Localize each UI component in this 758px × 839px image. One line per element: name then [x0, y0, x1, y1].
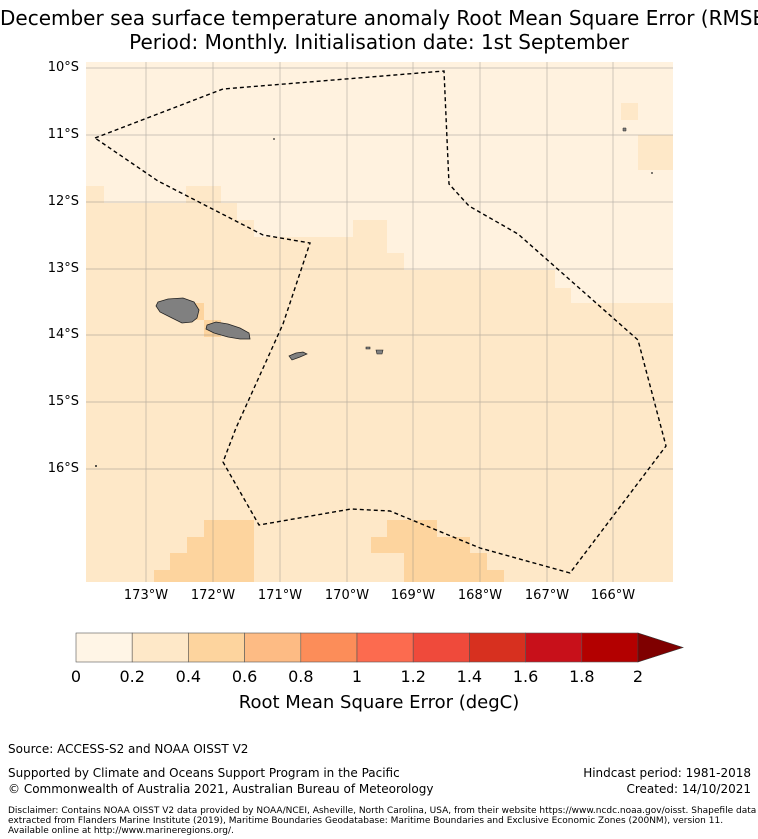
lon-label: 168°W — [457, 588, 503, 603]
colorbar-tick-label: 1 — [351, 667, 363, 686]
island-tau — [375, 349, 384, 355]
colorbar-segment — [469, 632, 526, 663]
colorbar-tick-label: 0.4 — [175, 667, 202, 686]
colorbar-segment — [244, 632, 302, 663]
colorbar-tick-label: 0.8 — [288, 667, 314, 686]
island-dot — [651, 172, 653, 174]
colorbar-tick-label: 1.4 — [456, 667, 483, 686]
created-date: Created: 14/10/2021 — [626, 782, 751, 796]
rmse-field-patch — [621, 103, 638, 120]
eez-boundary — [93, 70, 667, 574]
island-tutuila — [288, 351, 308, 361]
hindcast-period: Hindcast period: 1981-2018 — [583, 766, 751, 780]
lon-label: 173°W — [123, 588, 169, 603]
island-swains — [622, 127, 627, 132]
lat-label: 14°S — [47, 327, 79, 342]
lon-label: 172°W — [190, 588, 236, 603]
colorbar — [75, 632, 684, 663]
map-subtitle: Period: Monthly. Initialisation date: 1s… — [129, 30, 629, 54]
lon-label: 166°W — [590, 588, 636, 603]
colorbar-tick-label: 0 — [70, 667, 82, 686]
colorbar-segment — [131, 632, 189, 663]
lat-label: 13°S — [47, 261, 79, 276]
rmse-field-lightest — [571, 288, 673, 303]
lat-label: 10°S — [47, 60, 79, 75]
colorbar-tick-label: 1.8 — [569, 667, 595, 686]
colorbar-tick-label: 1.6 — [512, 667, 539, 686]
lat-label: 12°S — [47, 194, 79, 209]
island-ofu — [365, 346, 371, 350]
colorbar-tick-label: 0.6 — [231, 667, 258, 686]
island-upolu — [205, 321, 251, 340]
copyright-text: © Commonwealth of Australia 2021, Austra… — [8, 782, 434, 796]
colorbar-tick-label: 1.2 — [400, 667, 426, 686]
map-title: December sea surface temperature anomaly… — [0, 6, 758, 30]
graticule — [86, 62, 673, 582]
disclaimer-text: Disclaimer: Contains NOAA OISST V2 data … — [8, 806, 757, 836]
rmse-field-lightest — [86, 62, 673, 320]
source-text: Source: ACCESS-S2 and NOAA OISST V2 — [8, 742, 249, 756]
colorbar-extend-arrow — [637, 632, 684, 663]
colorbar-segment — [525, 632, 583, 663]
lon-label: 170°W — [324, 588, 370, 603]
rmse-field-patch — [638, 135, 673, 170]
lat-label: 15°S — [47, 394, 79, 409]
island-dot — [273, 138, 275, 140]
lon-label: 169°W — [390, 588, 436, 603]
lon-label: 167°W — [524, 588, 570, 603]
supported-text: Supported by Climate and Oceans Support … — [8, 766, 400, 780]
colorbar-segment — [300, 632, 358, 663]
colorbar-segment — [188, 632, 245, 663]
colorbar-segment — [75, 632, 133, 663]
rmse-field-mid — [371, 520, 504, 582]
colorbar-segment — [356, 632, 414, 663]
colorbar-tick-label: 2 — [632, 667, 644, 686]
colorbar-label: Root Mean Square Error (degC) — [238, 692, 520, 713]
colorbar-segment — [581, 632, 639, 663]
colorbar-segment — [412, 632, 470, 663]
island-savaii — [155, 297, 200, 324]
lat-label: 16°S — [47, 461, 79, 476]
island-dot — [95, 465, 97, 467]
lon-label: 171°W — [257, 588, 303, 603]
colorbar-tick-label: 0.2 — [119, 667, 145, 686]
lat-label: 11°S — [47, 127, 79, 142]
rmse-field-mid — [154, 520, 254, 582]
